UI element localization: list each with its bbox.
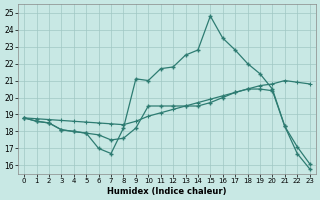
X-axis label: Humidex (Indice chaleur): Humidex (Indice chaleur): [107, 187, 227, 196]
